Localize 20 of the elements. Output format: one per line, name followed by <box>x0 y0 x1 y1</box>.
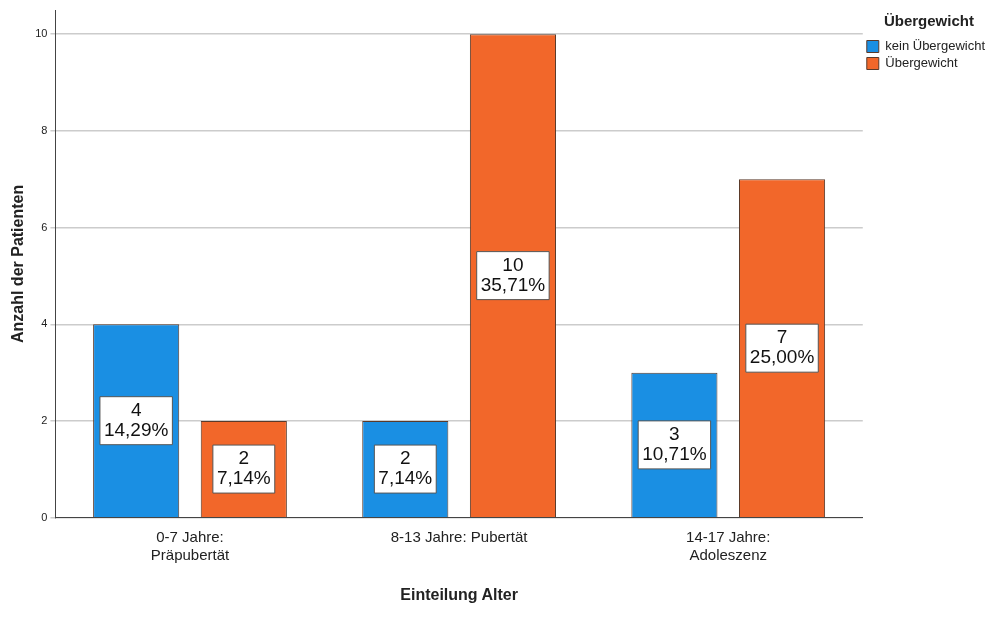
y-tick-label: 8 <box>41 123 48 136</box>
data-label: 3 10,71% <box>642 423 707 465</box>
data-label: 10 35,71% <box>480 253 546 295</box>
data-label: 2 7,14% <box>216 447 271 489</box>
data-label: 4 14,29% <box>103 398 169 440</box>
x-axis-title: Einteilung Alter <box>400 585 518 603</box>
y-axis-title: Anzahl der Patienten <box>9 184 27 344</box>
data-label: 2 7,14% <box>378 447 433 489</box>
data-label: 7 25,00% <box>749 326 815 368</box>
legend-label: kein Übergewicht <box>885 38 986 54</box>
legend-title: Übergewicht <box>883 11 974 29</box>
x-tick-label: 8-13 Jahre: Pubertät <box>390 527 529 545</box>
y-tick-label: 2 <box>41 414 48 427</box>
x-tick-label: 14-17 Jahre: Adoleszenz <box>686 527 771 563</box>
y-tick-label: 4 <box>41 317 48 330</box>
y-tick-label: 0 <box>41 510 48 523</box>
y-tick-label: 10 <box>35 27 48 40</box>
legend-label: Übergewicht <box>885 55 958 71</box>
x-tick-label: 0-7 Jahre: Präpubertät <box>150 527 231 563</box>
y-tick-label: 6 <box>41 220 48 233</box>
